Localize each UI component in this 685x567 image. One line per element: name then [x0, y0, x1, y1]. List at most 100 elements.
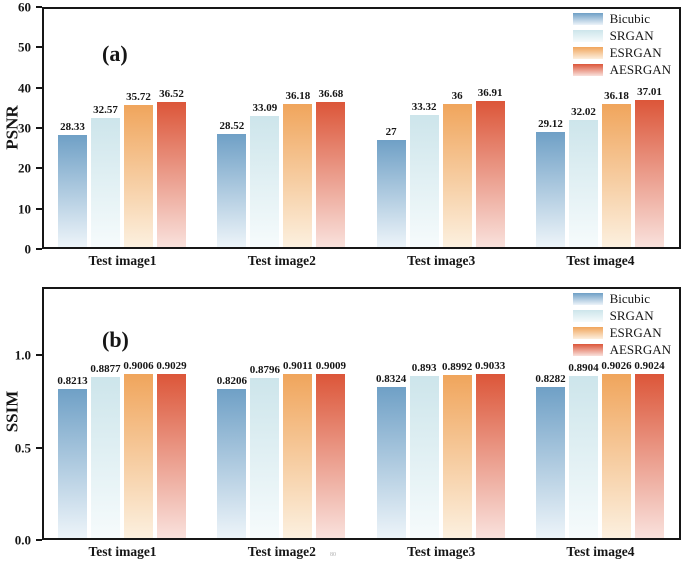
plot-area-psnr: 28.33 32.57 35.72 36.52 28.52 33.09 36.18 36.68…: [42, 7, 681, 249]
bar-srgan: 33.32: [409, 101, 439, 247]
legend-swatch-bicubic: [572, 292, 603, 305]
bar-srgan: 32.57: [91, 104, 120, 247]
x-category-label: Test image1: [88, 544, 157, 559]
legend-swatch-aesrgan: [572, 343, 603, 356]
legend-swatch-aesrgan: [572, 63, 603, 76]
bar-value-label: 0.9024: [634, 360, 665, 372]
bar-group: 0.8213 0.8877 0.9006 0.9029: [57, 289, 187, 538]
bar-aesrgan: 0.9033: [475, 360, 505, 538]
bar-value-label: 33.09: [252, 101, 278, 114]
bar-esrgan: 36: [442, 91, 472, 247]
y-tick-mark: [36, 446, 42, 449]
bar-aesrgan: 36.68: [316, 88, 346, 247]
bar-aesrgan: 0.9009: [316, 361, 346, 538]
bar-value-label: 0.8282: [535, 373, 566, 386]
chart-ssim: SSIM 0.0 0.5 1.0 0.8213 0.8877 0.9006 0.9029 0…: [0, 283, 685, 567]
bar-value-label: 36: [451, 90, 463, 103]
bar-aesrgan: 36.52: [157, 89, 186, 247]
bar-srgan: 0.8796: [250, 365, 280, 538]
x-category-label: Test image2: [247, 544, 316, 559]
bar-aesrgan: 36.91: [475, 87, 505, 247]
bar-aesrgan: 0.9029: [156, 360, 187, 538]
x-category-label: Test image1: [88, 253, 157, 268]
legend-swatch-esrgan: [572, 326, 603, 339]
y-tick-mark: [36, 354, 42, 357]
bar-group: 29.12 32.02 36.18 37.01: [535, 9, 665, 247]
bar-group: 28.52 33.09 36.18 36.68: [217, 9, 346, 247]
bar-value-label: 0.8877: [90, 362, 121, 375]
y-tick-mark: [36, 6, 42, 8]
x-category-label: Test image2: [247, 253, 316, 268]
bar-group: 27 33.32 36 36.91: [376, 9, 506, 247]
chart-psnr: PSNR 0 10 20 30 40 50 60 28.33 32.57 35.72 36.52 2…: [0, 0, 685, 283]
bar-value-label: 33.32: [411, 100, 437, 113]
bar-value-label: 37.01: [637, 86, 662, 99]
bar-esrgan: 0.9011: [283, 361, 313, 538]
bar-aesrgan: 37.01: [634, 87, 664, 247]
bar-value-label: 32.02: [571, 106, 596, 118]
legend-entry-bicubic: Bicubic: [572, 292, 671, 305]
y-tick-label: 30: [18, 120, 31, 136]
y-tick-mark: [36, 248, 42, 250]
bar-value-label: 0.893: [411, 361, 437, 374]
bar-bicubic: 0.8213: [57, 375, 88, 538]
bar-value-label: 0.8796: [249, 364, 280, 377]
bars-area-psnr: 28.33 32.57 35.72 36.52 28.52 33.09 36.18 36.68…: [44, 9, 679, 247]
legend-entry-srgan: SRGAN: [572, 309, 671, 322]
bar-group: 28.33 32.57 35.72 36.52: [58, 9, 187, 247]
bar-value-label: 28.33: [60, 120, 85, 133]
bar-srgan: 32.02: [568, 107, 598, 247]
y-tick-mark: [36, 46, 42, 49]
bar-bicubic: 28.52: [217, 120, 247, 247]
legend-swatch-esrgan: [572, 46, 603, 59]
bar-bicubic: 28.33: [58, 121, 87, 247]
bar-value-label: 36.18: [604, 89, 629, 102]
y-tick-label: 0.5: [14, 440, 31, 456]
tiny-artifact-text: 80: [330, 552, 336, 558]
legend-label: AESRGAN: [609, 342, 671, 357]
legend-label: Bicubic: [609, 11, 651, 26]
legend-label: ESRGAN: [609, 45, 662, 60]
bar-bicubic: 0.8324: [376, 373, 406, 538]
y-tick-label: 20: [18, 160, 31, 176]
y-tick-label: 40: [18, 80, 31, 96]
bar-esrgan: 35.72: [124, 92, 153, 247]
y-axis-ssim: 0.0 0.5 1.0: [0, 287, 42, 547]
bar-value-label: 32.57: [93, 103, 118, 116]
bar-bicubic: 0.8282: [535, 374, 566, 538]
y-tick-label: 0.0: [14, 532, 31, 548]
bar-esrgan: 0.9006: [123, 361, 154, 538]
y-tick-label: 0: [24, 241, 32, 257]
bar-esrgan: 0.9026: [601, 360, 632, 538]
bar-bicubic: 27: [376, 126, 406, 247]
x-category-label: Test image4: [566, 544, 635, 559]
bar-bicubic: 0.8206: [217, 375, 247, 538]
y-axis-psnr: 0 10 20 30 40 50 60: [0, 1, 42, 256]
legend-entry-aesrgan: AESRGAN: [572, 63, 671, 76]
bar-srgan: 0.8877: [90, 363, 121, 538]
legend-entry-esrgan: ESRGAN: [572, 325, 671, 340]
bar-value-label: 27: [385, 125, 397, 138]
bar-srgan: 0.8904: [568, 363, 599, 538]
bar-value-label: 0.8992: [442, 360, 473, 373]
y-tick-label: 1.0: [14, 347, 31, 363]
bar-aesrgan: 0.9024: [634, 361, 665, 538]
legend-psnr: Bicubic SRGAN ESRGAN AESRGAN: [572, 11, 671, 76]
legend-swatch-srgan: [572, 309, 603, 322]
y-tick-label: 10: [18, 201, 31, 217]
bar-value-label: 29.12: [538, 117, 563, 130]
bar-esrgan: 36.18: [601, 90, 631, 247]
legend-label: ESRGAN: [609, 325, 662, 340]
plot-area-ssim: 0.8213 0.8877 0.9006 0.9029 0.8206 0.8796 0.90…: [42, 287, 681, 540]
bar-value-label: 36.18: [285, 89, 311, 102]
legend-entry-srgan: SRGAN: [572, 29, 671, 42]
x-category-label: Test image3: [407, 253, 476, 268]
legend-entry-esrgan: ESRGAN: [572, 45, 671, 60]
legend-swatch-bicubic: [572, 12, 603, 25]
legend-entry-bicubic: Bicubic: [572, 11, 671, 26]
bar-group: 0.8282 0.8904 0.9026 0.9024: [535, 289, 665, 538]
bar-value-label: 0.9009: [315, 360, 346, 373]
bar-value-label: 0.8213: [57, 374, 88, 387]
bar-value-label: 0.8324: [376, 372, 407, 385]
y-tick-mark: [36, 539, 42, 541]
